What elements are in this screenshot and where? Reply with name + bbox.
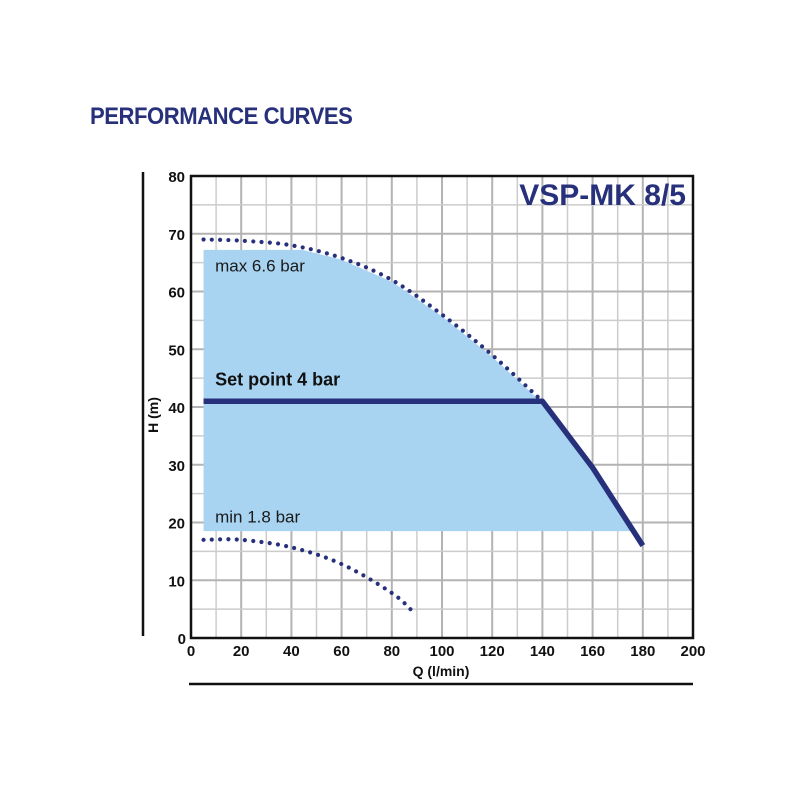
x-tick-label: 100 (429, 643, 454, 660)
x-tick-label: 60 (333, 643, 350, 660)
y-axis-label: H (m) (145, 397, 161, 433)
y-tick-label: 70 (168, 227, 185, 244)
page-title: PERFORMANCE CURVES (90, 103, 353, 130)
y-tick-label: 10 (168, 573, 185, 590)
series-group (201, 237, 646, 616)
y-tick-label: 30 (168, 458, 185, 475)
operating-region (203, 249, 634, 532)
x-tick-label: 160 (580, 643, 605, 660)
y-tick-label: 40 (168, 400, 185, 417)
x-tick-label: 40 (283, 643, 300, 660)
operating-region-fill (203, 249, 634, 532)
annotations: max 6.6 bar Set point 4 bar min 1.8 bar (215, 256, 340, 526)
plot-border (189, 174, 695, 640)
y-tick-label: 0 (178, 631, 186, 648)
x-tick-label: 80 (383, 643, 400, 660)
x-tick-label: 20 (233, 643, 250, 660)
x-tick-label: 140 (530, 643, 555, 660)
tick-labels: 0 20 40 60 80 100 120 140 160 180 200 0 10 20 30 40 50 60… (168, 169, 705, 660)
x-tick-label: 200 (680, 643, 705, 660)
chart-title: VSP-MK 8/5 (519, 179, 686, 212)
x-tick-label: 0 (187, 643, 195, 660)
max-pressure-curve (201, 237, 545, 404)
plot-frame (189, 174, 695, 640)
y-tick-label: 60 (168, 285, 185, 302)
x-axis-label: Q (l/min) (413, 663, 470, 679)
y-tick-label: 80 (168, 169, 185, 186)
y-tick-label: 20 (168, 516, 185, 533)
x-tick-label: 180 (630, 643, 655, 660)
annotation-label: Set point 4 bar (215, 370, 340, 390)
annotation-label: max 6.6 bar (215, 256, 305, 275)
x-tick-label: 120 (480, 643, 505, 660)
set-point-curve (203, 398, 646, 548)
min-pressure-curve (201, 537, 417, 616)
y-tick-label: 50 (168, 342, 185, 359)
annotation-label: min 1.8 bar (215, 508, 300, 527)
